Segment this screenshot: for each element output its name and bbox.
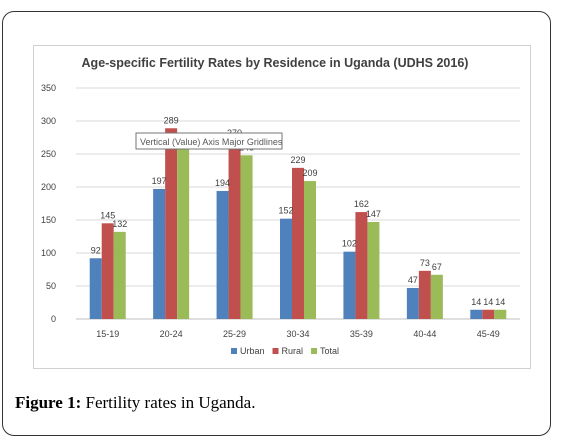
y-tick-label: 250 [41, 149, 56, 159]
bar-urban[interactable] [153, 188, 166, 319]
legend-swatch-urban [231, 348, 237, 354]
y-tick-label: 300 [41, 116, 56, 126]
bar-rural[interactable] [228, 140, 241, 319]
data-label: 229 [290, 155, 305, 165]
figure-frame: Age-specific Fertility Rates by Residenc… [2, 11, 551, 436]
bar-rural[interactable] [482, 309, 495, 319]
data-label: 47 [408, 275, 418, 285]
x-tick-label: 35-39 [350, 329, 373, 339]
legend-label-rural: Rural [282, 346, 304, 356]
bar-rural[interactable] [165, 128, 178, 319]
legend-swatch-rural [272, 348, 279, 354]
x-tick-label: 30-34 [286, 329, 309, 339]
bar-urban[interactable] [216, 190, 229, 319]
data-label: 14 [495, 297, 505, 307]
data-label: 102 [342, 239, 357, 249]
data-label: 67 [432, 262, 442, 272]
data-label: 152 [278, 206, 293, 216]
y-tick-label: 100 [41, 248, 56, 258]
x-tick-label: 20-24 [160, 329, 183, 339]
chart-title: Age-specific Fertility Rates by Residenc… [82, 56, 469, 70]
figure-caption-text: Fertility rates in Uganda. [85, 393, 256, 412]
tooltip-box [135, 132, 283, 150]
data-label: 14 [471, 297, 481, 307]
y-tick-label: 350 [41, 83, 56, 93]
data-label: 209 [302, 168, 317, 178]
bar-urban[interactable] [280, 218, 292, 319]
bar-urban[interactable] [343, 251, 356, 319]
data-label: 132 [112, 219, 127, 229]
legend: Urban Rural Total [231, 346, 339, 356]
data-label: 145 [100, 210, 115, 220]
bar-rural[interactable] [292, 167, 304, 319]
data-label: 73 [420, 258, 430, 268]
bar-total[interactable] [430, 274, 443, 319]
gridline-tooltip: Vertical (Value) Axis Major Gridlines [135, 132, 283, 150]
bar-urban[interactable] [89, 258, 102, 319]
bar-rural[interactable] [418, 270, 431, 319]
bar-rural[interactable] [101, 223, 114, 319]
y-tick-label: 150 [41, 215, 56, 225]
legend-label-total: Total [320, 346, 339, 356]
legend-swatch-total [311, 348, 318, 354]
bar-total[interactable] [177, 147, 190, 319]
chart-area[interactable]: Age-specific Fertility Rates by Residenc… [33, 45, 531, 369]
x-tick-label: 25-29 [223, 329, 246, 339]
bar-total[interactable] [304, 181, 316, 319]
bar-urban[interactable] [406, 287, 419, 319]
x-tick-label: 15-19 [96, 329, 119, 339]
data-label: 162 [354, 199, 369, 209]
y-tick-label: 200 [41, 182, 56, 192]
data-label: 14 [483, 297, 493, 307]
data-label: 147 [366, 209, 381, 219]
bar-urban[interactable] [470, 309, 483, 319]
y-axis: 0 50 100 150 200 250 300 350 [41, 83, 56, 324]
x-axis: 15-19 20-24 25-29 30-34 35-39 40-44 45-49 [96, 329, 500, 339]
bar-total[interactable] [113, 231, 126, 319]
data-label: 92 [91, 245, 101, 255]
bar-rural[interactable] [355, 212, 368, 319]
bar-series [89, 128, 507, 319]
bar-total[interactable] [240, 155, 253, 319]
figure-label: Figure 1: [15, 393, 82, 412]
figure-caption: Figure 1: Fertility rates in Uganda. [15, 393, 255, 413]
x-tick-label: 45-49 [477, 329, 500, 339]
x-tick-label: 40-44 [413, 329, 436, 339]
y-tick-label: 50 [46, 281, 56, 291]
legend-label-urban: Urban [240, 346, 265, 356]
tooltip-text: Vertical (Value) Axis Major Gridlines [140, 137, 283, 147]
bar-total[interactable] [367, 221, 380, 319]
bar-chart: Age-specific Fertility Rates by Residenc… [41, 56, 520, 356]
y-tick-label: 0 [51, 314, 56, 324]
data-label: 197 [152, 176, 167, 186]
data-label: 289 [164, 115, 179, 125]
bar-total[interactable] [494, 309, 507, 319]
data-label: 194 [215, 178, 230, 188]
